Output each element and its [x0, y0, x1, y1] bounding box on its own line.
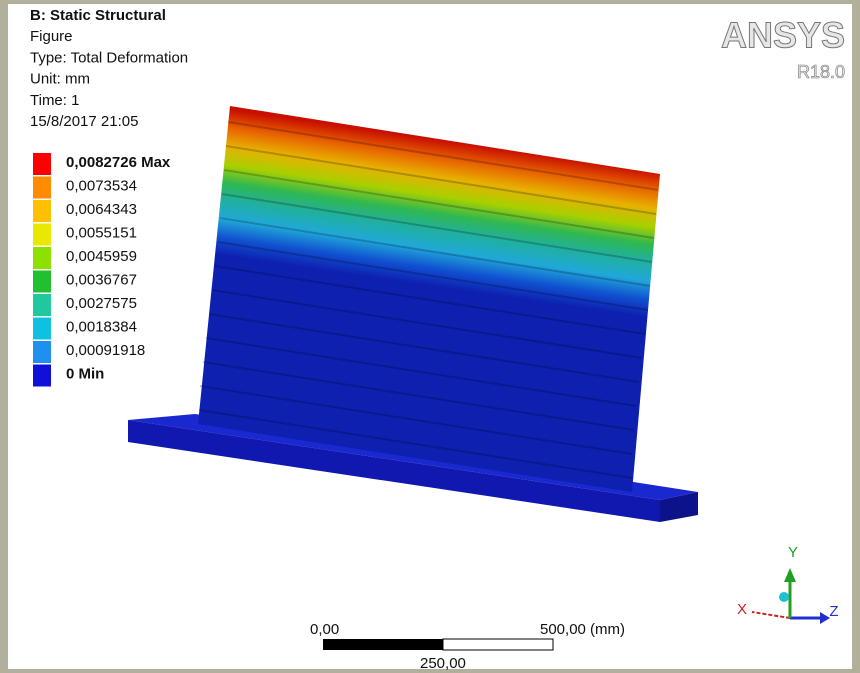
- legend-swatch: [33, 247, 51, 269]
- axis-x: X: [737, 601, 747, 618]
- legend-label: 0,0073534: [66, 177, 137, 194]
- header-line: Time: 1: [30, 92, 79, 109]
- legend-swatch: [33, 177, 51, 199]
- scale-white: [443, 639, 553, 650]
- legend-label: 0,0082726 Max: [66, 154, 171, 171]
- legend-swatch: [33, 294, 51, 316]
- legend-label: 0,0045959: [66, 248, 137, 265]
- logo-version: R18.0: [797, 62, 845, 82]
- header-line: 15/8/2017 21:05: [30, 113, 138, 130]
- legend-swatch: [33, 341, 51, 363]
- legend-swatch: [33, 224, 51, 246]
- legend-label: 0,00091918: [66, 342, 145, 359]
- scale-start: 0,00: [310, 621, 339, 638]
- axis-z: Z: [829, 603, 838, 620]
- axis-y: Y: [788, 544, 798, 561]
- legend-label: 0,0027575: [66, 295, 137, 312]
- legend-swatch: [33, 271, 51, 293]
- triad: Y X Z: [737, 544, 839, 624]
- legend-swatch: [33, 153, 51, 175]
- legend-swatch: [33, 200, 51, 222]
- header-title: B: Static Structural: [30, 7, 166, 24]
- scale-bar: 0,00 500,00 (mm) 250,00: [310, 621, 625, 672]
- header-line: Unit: mm: [30, 71, 90, 88]
- header-line: Figure: [30, 28, 73, 45]
- legend-label: 0,0018384: [66, 318, 137, 335]
- header-line: Type: Total Deformation: [30, 49, 188, 66]
- header: B: Static Structural Figure Type: Total De…: [30, 7, 188, 130]
- legend-swatch: [33, 318, 51, 340]
- legend: 0,0082726 Max 0,0073534 0,0064343 0,0055151…: [33, 153, 171, 387]
- logo: ANSYS: [721, 15, 845, 56]
- legend-label: 0,0036767: [66, 271, 137, 288]
- scale-end: 500,00 (mm): [540, 621, 625, 638]
- page: B: Static Structural Figure Type: Total De…: [0, 0, 860, 673]
- model: [128, 106, 698, 522]
- legend-label: 0,0055151: [66, 224, 137, 241]
- scale-mid: 250,00: [420, 655, 466, 672]
- scale-black: [323, 639, 443, 650]
- legend-label: 0,0064343: [66, 201, 137, 218]
- legend-label: 0 Min: [66, 365, 104, 382]
- scene: B: Static Structural Figure Type: Total De…: [0, 0, 860, 673]
- legend-swatch: [33, 365, 51, 387]
